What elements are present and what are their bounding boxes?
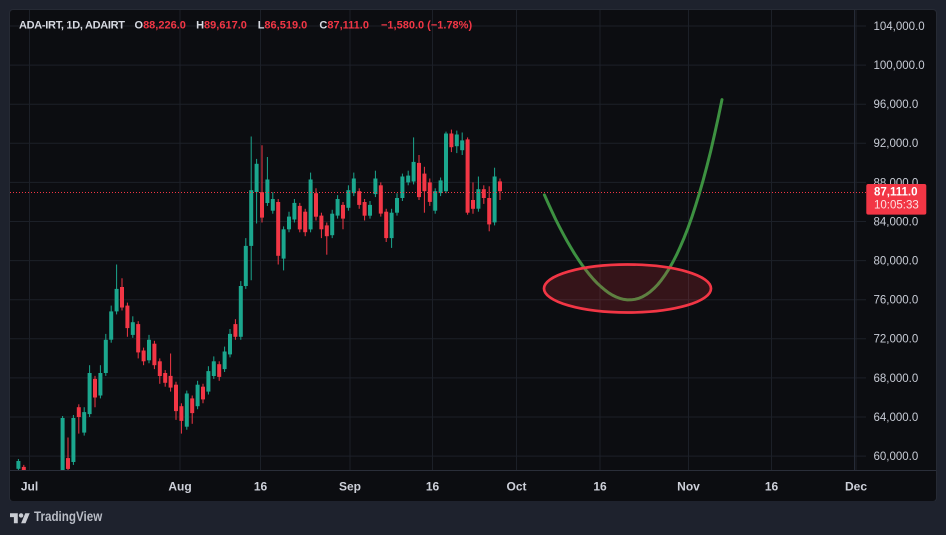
svg-text:O88,226.0: O88,226.0 [135, 20, 186, 32]
svg-text:87,111.0: 87,111.0 [874, 186, 918, 198]
svg-text:80,000.0: 80,000.0 [874, 256, 919, 268]
svg-text:Nov: Nov [677, 480, 700, 494]
svg-text:ADA-IRT, 1D, ADAIRT: ADA-IRT, 1D, ADAIRT [19, 20, 125, 32]
svg-text:104,000.0: 104,000.0 [874, 21, 925, 33]
svg-text:16: 16 [254, 480, 268, 494]
svg-text:64,000.0: 64,000.0 [874, 412, 919, 424]
svg-text:96,000.0: 96,000.0 [874, 99, 919, 111]
svg-text:C87,111.0: C87,111.0 [319, 20, 369, 32]
svg-text:H89,617.0: H89,617.0 [196, 20, 247, 32]
svg-text:76,000.0: 76,000.0 [874, 295, 919, 307]
svg-text:10:05:33: 10:05:33 [874, 200, 919, 212]
svg-text:84,000.0: 84,000.0 [874, 216, 919, 228]
svg-text:100,000.0: 100,000.0 [874, 60, 925, 72]
svg-text:92,000.0: 92,000.0 [874, 138, 919, 150]
svg-text:Jul: Jul [21, 480, 38, 494]
svg-text:Sep: Sep [339, 480, 361, 494]
svg-text:16: 16 [426, 480, 440, 494]
svg-text:Dec: Dec [845, 480, 867, 494]
svg-text:Aug: Aug [168, 480, 191, 494]
svg-text:16: 16 [765, 480, 779, 494]
svg-text:−1,580.0 (−1.78%): −1,580.0 (−1.78%) [381, 20, 472, 32]
svg-text:68,000.0: 68,000.0 [874, 373, 919, 385]
svg-text:16: 16 [593, 480, 607, 494]
svg-text:72,000.0: 72,000.0 [874, 334, 919, 346]
svg-text:60,000.0: 60,000.0 [874, 451, 919, 463]
svg-text:Oct: Oct [506, 480, 526, 494]
svg-text:L86,519.0: L86,519.0 [258, 20, 308, 32]
